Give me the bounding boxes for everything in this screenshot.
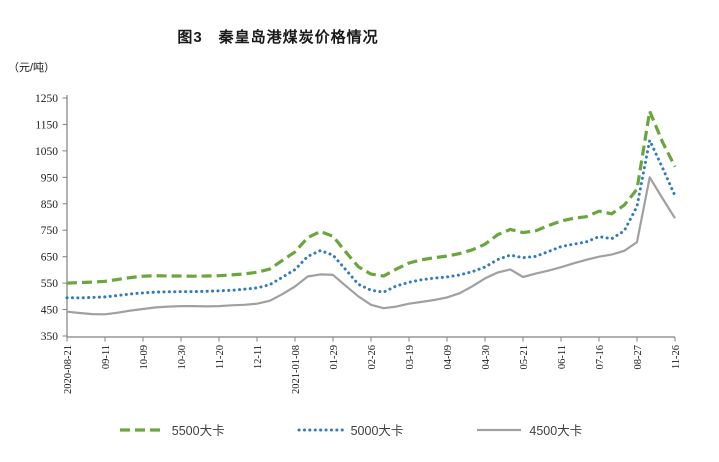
- legend: 5500大卡 5000大卡 4500大卡: [0, 420, 700, 439]
- x-tick-label: 01-29: [329, 345, 340, 370]
- y-tick-label: 350: [41, 331, 59, 343]
- legend-swatch-dashed-line-icon: [119, 427, 164, 432]
- y-tick-label: 1250: [35, 93, 58, 105]
- legend-swatch-dotted-line-icon: [297, 428, 345, 431]
- x-tick-label: 07-16: [595, 345, 606, 370]
- y-tick-label: 1150: [35, 119, 58, 131]
- x-tick-label: 06-11: [557, 345, 568, 369]
- x-tick-label: 2020-08-21: [63, 345, 74, 394]
- y-tick-label: 1050: [35, 146, 58, 158]
- x-tick-label: 08-27: [633, 345, 644, 370]
- x-tick-label: 11-26: [671, 345, 682, 369]
- y-tick-label: 650: [41, 252, 59, 264]
- x-tick-label: 03-19: [405, 345, 416, 370]
- x-tick-label: 04-09: [443, 345, 454, 370]
- x-tick-label: 09-11: [101, 345, 112, 369]
- x-tick-label: 11-20: [215, 345, 226, 369]
- y-tick-label: 950: [41, 172, 59, 184]
- y-tick-label: 450: [41, 305, 59, 317]
- x-tick-label: 02-26: [367, 345, 378, 370]
- legend-label: 5500大卡: [171, 424, 225, 438]
- plot-area: 1250 1150 1050 950 850 750 650 550 450 350 2020-08…: [35, 93, 682, 394]
- legend-item-5000: 5000大卡: [297, 420, 404, 439]
- series-line-0: [66, 109, 677, 285]
- legend-label: 5000大卡: [350, 424, 404, 438]
- x-tick-label: 2021-01-08: [291, 345, 302, 394]
- chart-title: 图3 秦皇岛港煤炭价格情况: [177, 29, 379, 46]
- y-tick-label: 750: [41, 225, 59, 237]
- x-tick-label: 10-09: [139, 345, 150, 370]
- y-axis-unit-label: （元/吨）: [8, 62, 56, 74]
- x-tick-label: 05-21: [519, 345, 530, 370]
- legend-swatch-solid-line-icon: [477, 428, 522, 431]
- legend-item-5500: 5500大卡: [118, 420, 225, 439]
- y-tick-label: 850: [41, 199, 59, 211]
- y-tick-label: 550: [41, 278, 59, 290]
- legend-label: 4500大卡: [529, 424, 583, 438]
- series-line-1: [65, 138, 677, 300]
- legend-item-4500: 4500大卡: [475, 420, 582, 439]
- x-tick-label: 04-30: [481, 345, 492, 370]
- series-line-2: [66, 176, 676, 316]
- x-tick-label: 10-30: [177, 345, 188, 370]
- x-tick-label: 12-11: [253, 345, 264, 369]
